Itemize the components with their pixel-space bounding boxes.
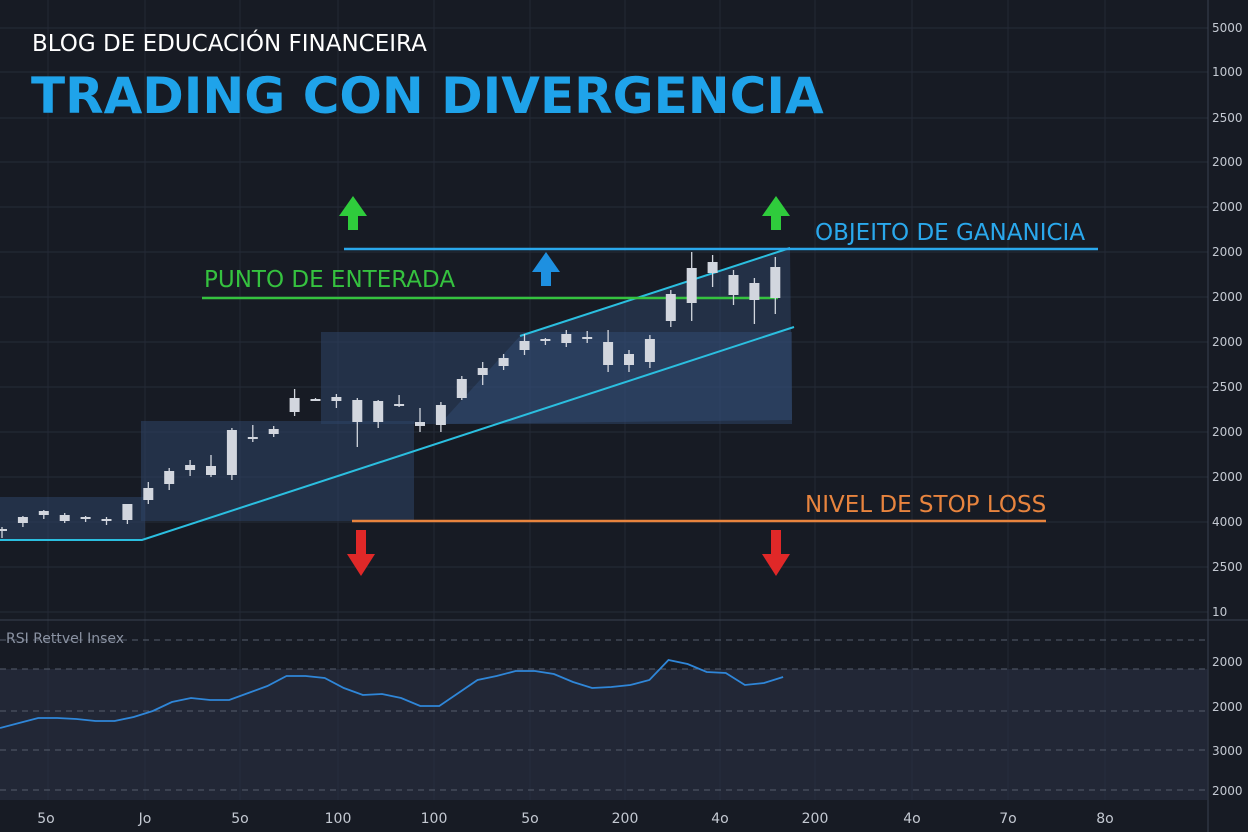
rsi-band (0, 669, 1208, 800)
candle-body (206, 466, 216, 475)
price-tick-label: 5000 (1212, 21, 1243, 35)
candle-body (122, 504, 133, 520)
consolidation-zone (141, 421, 414, 521)
stop-loss-label: NIVEL DE STOP LOSS (805, 492, 1046, 518)
price-axis: 5000 1000 2500 2000 2000 2000 2000 2000 2500 2000… (1212, 21, 1243, 619)
support-trendline (0, 326, 795, 541)
candle-body (456, 379, 467, 398)
candle-body (540, 339, 551, 341)
time-tick-label: 200 (612, 811, 639, 827)
time-tick-label: 5o (231, 811, 248, 827)
candle-body (561, 334, 572, 343)
candle-body (435, 405, 446, 425)
candle-body (289, 398, 300, 412)
price-tick-label: 2000 (1212, 200, 1243, 214)
price-tick-label: 10 (1212, 605, 1227, 619)
candle-body (582, 337, 593, 339)
candle-body (38, 511, 49, 515)
candle-body (0, 529, 7, 531)
candle-body (59, 515, 70, 521)
candle-body (415, 422, 425, 426)
rsi-axis: 2000 2000 3000 2000 (1212, 655, 1243, 798)
price-tick-label: 2000 (1212, 290, 1243, 304)
entry-label: PUNTO DE ENTERADA (204, 267, 455, 293)
price-tick-label: 2000 (1212, 335, 1243, 349)
take-profit-label: OBJEITO DE GANANICIA (815, 220, 1085, 246)
candle-body (143, 488, 154, 500)
price-tick-label: 2500 (1212, 111, 1243, 125)
time-tick-label: 7o (999, 811, 1016, 827)
candle-body (247, 437, 258, 439)
candle-body (185, 465, 196, 470)
channel-zone (440, 248, 792, 424)
time-tick-label: 4o (711, 811, 728, 827)
signal-arrows (339, 196, 790, 576)
arrow-down-red-icon (347, 530, 375, 576)
rsi-tick-label: 2000 (1212, 784, 1243, 798)
candle-body (707, 262, 718, 273)
candle-body (624, 354, 634, 365)
rsi-panel (0, 619, 1248, 800)
price-levels (202, 247, 1098, 523)
price-tick-label: 2000 (1212, 470, 1243, 484)
candle-body (226, 430, 237, 475)
arrow-up-green-icon (339, 196, 367, 230)
time-tick-label: 8o (1096, 811, 1113, 827)
blog-subtitle: BLOG DE EDUCACIÓN FINANCEIRA (32, 29, 427, 57)
arrow-up-blue-icon (532, 252, 560, 286)
trendlines (0, 247, 795, 541)
candle-body (770, 267, 781, 298)
rsi-tick-label: 2000 (1212, 700, 1243, 714)
time-axis: 5o Jo 5o 100 100 5o 200 4o 200 4o 7o 8o (37, 811, 1113, 827)
price-tick-label: 4000 (1212, 515, 1243, 529)
candle-body (728, 275, 739, 295)
arrow-down-red-icon (762, 530, 790, 576)
rsi-panel-label: RSI Rettvel Insex (6, 631, 124, 647)
candle-body (519, 341, 530, 350)
candle-body (352, 400, 363, 422)
time-tick-label: Jo (138, 811, 152, 827)
candle-body (644, 339, 655, 362)
price-tick-label: 2500 (1212, 380, 1243, 394)
time-tick-label: 100 (421, 811, 448, 827)
time-tick-label: 100 (325, 811, 352, 827)
time-tick-label: 5o (521, 811, 538, 827)
page-title: TRADING CON DIVERGENCIA (31, 67, 824, 125)
candle-body (686, 268, 697, 303)
candle-body (268, 429, 279, 434)
candle-body (101, 519, 112, 521)
price-tick-label: 2000 (1212, 155, 1243, 169)
consolidation-zone (321, 332, 792, 424)
resistance-trendline (519, 247, 791, 337)
candle-body (749, 283, 760, 300)
price-tick-label: 1000 (1212, 65, 1243, 79)
rsi-line (0, 659, 784, 729)
rsi-tick-label: 2000 (1212, 655, 1243, 669)
candle-body (80, 517, 91, 519)
time-tick-label: 4o (903, 811, 920, 827)
candle-body (310, 399, 321, 401)
arrow-up-green-icon (762, 196, 790, 230)
candle-body (394, 404, 405, 406)
time-tick-label: 200 (802, 811, 829, 827)
price-tick-label: 2500 (1212, 560, 1243, 574)
candlesticks (0, 252, 781, 538)
candle-body (477, 368, 488, 375)
time-tick-label: 5o (37, 811, 54, 827)
price-tick-label: 2000 (1212, 245, 1243, 259)
candle-body (603, 342, 614, 365)
rsi-tick-label: 3000 (1212, 744, 1243, 758)
candle-body (17, 517, 28, 523)
candle-body (331, 397, 342, 401)
candle-body (164, 471, 175, 484)
candle-body (498, 358, 509, 366)
candle-body (665, 294, 676, 321)
candle-body (373, 401, 384, 422)
price-tick-label: 2000 (1212, 425, 1243, 439)
